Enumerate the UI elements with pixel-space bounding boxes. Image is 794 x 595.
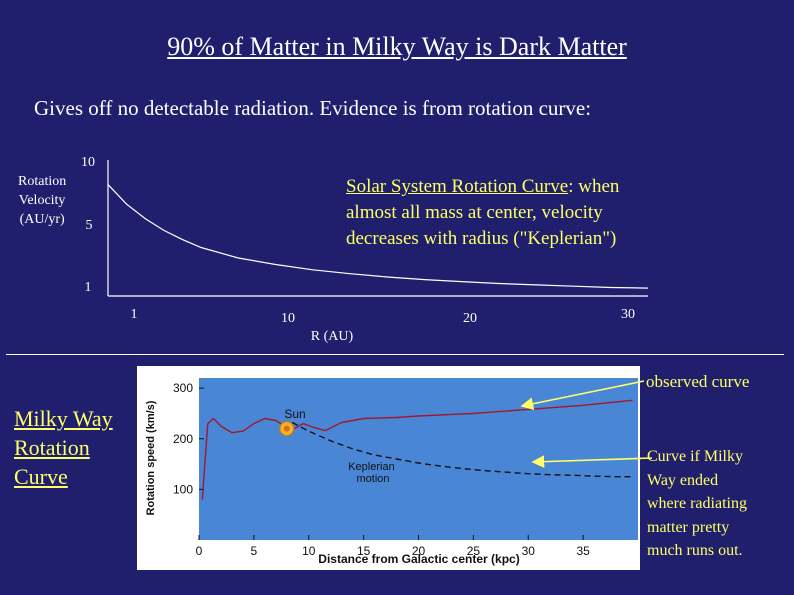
kepler-y-axis-label: Rotation Velocity (AU/yr) bbox=[18, 172, 66, 229]
kepler-y-axis-label-line: Rotation bbox=[18, 174, 67, 189]
kepler-x-tick-label: 20 bbox=[463, 311, 477, 326]
mw-sun-label: Sun bbox=[284, 407, 305, 421]
kepler-x-tick-label: 10 bbox=[281, 311, 295, 326]
kepler-annotation: Solar System Rotation Curve: when almost… bbox=[346, 174, 619, 252]
mw-y-tick-label: 300 bbox=[173, 381, 193, 395]
mw-plot-area bbox=[199, 378, 638, 540]
kepler-annotation-text: : when bbox=[568, 176, 620, 197]
mw-x-tick-label: 20 bbox=[412, 544, 426, 558]
slide-subtitle: Gives off no detectable radiation. Evide… bbox=[34, 96, 592, 120]
curve-if-annotation-line: where radiating bbox=[647, 495, 747, 512]
mw-y-axis-label: Rotation speed (km/s) bbox=[145, 400, 157, 515]
keplerian-curve-arrow bbox=[531, 455, 653, 469]
mw-observed-curve bbox=[201, 399, 633, 500]
curve-if-annotation-line: Curve if Milky bbox=[647, 448, 743, 465]
milky-way-label-line: Curve bbox=[14, 464, 68, 489]
keplerian-chart: 1 10 20 30 1 5 10 R (AU) bbox=[81, 155, 649, 344]
observed-curve-annotation: observed curve bbox=[646, 372, 750, 391]
milky-way-label-line: Rotation bbox=[14, 435, 90, 460]
kepler-x-tick-label: 30 bbox=[621, 307, 635, 322]
mw-keplerian-label: Keplerian motion bbox=[348, 461, 398, 485]
mw-keplerian-curve bbox=[291, 421, 633, 478]
milky-way-rotation-chart: 0 5 10 15 20 25 30 35 100 200 300 Sun Keplerian mo… bbox=[137, 366, 640, 570]
mw-x-axis-label: Distance from Galactic center (kpc) bbox=[318, 552, 519, 566]
kepler-y-tick-label: 5 bbox=[86, 218, 93, 233]
curve-if-annotation: Curve if Milky Way ended where radiating… bbox=[647, 445, 787, 563]
mw-x-tick-label: 10 bbox=[302, 544, 316, 558]
kepler-annotation-text: almost all mass at center, velocity bbox=[346, 202, 603, 223]
kepler-annotation-title: Solar System Rotation Curve bbox=[346, 176, 569, 197]
curve-if-annotation-line: much runs out. bbox=[647, 542, 743, 559]
kepler-x-tick-label: 1 bbox=[131, 307, 138, 322]
kepler-y-tick-label: 1 bbox=[85, 280, 92, 295]
mw-y-tick-label: 200 bbox=[173, 432, 193, 446]
slide-title: 90% of Matter in Milky Way is Dark Matte… bbox=[167, 32, 627, 61]
mw-x-tick-label: 5 bbox=[251, 544, 258, 558]
mw-y-tick-label: 100 bbox=[173, 482, 193, 496]
kepler-y-axis-label-line: (AU/yr) bbox=[19, 212, 65, 227]
kepler-y-axis-label-line: Velocity bbox=[18, 193, 66, 208]
kepler-curve bbox=[107, 184, 649, 289]
mw-x-tick-label: 15 bbox=[357, 544, 371, 558]
milky-way-label: Milky Way Rotation Curve bbox=[14, 404, 113, 491]
mw-x-tick-label: 35 bbox=[576, 544, 590, 558]
mw-x-tick-label: 30 bbox=[522, 544, 536, 558]
milky-way-label-line: Milky Way bbox=[14, 406, 113, 431]
curve-if-annotation-line: matter pretty bbox=[647, 518, 730, 536]
section-divider bbox=[6, 354, 784, 355]
curve-if-annotation-line: Way ended bbox=[647, 471, 719, 489]
mw-sun-marker-core bbox=[283, 425, 290, 432]
kepler-x-axis-label: R (AU) bbox=[311, 329, 354, 344]
kepler-annotation-text: decreases with radius ("Keplerian") bbox=[346, 228, 617, 249]
observed-curve-arrow bbox=[520, 380, 645, 411]
mw-x-tick-label: 0 bbox=[196, 544, 203, 558]
kepler-y-tick-label: 10 bbox=[81, 155, 95, 170]
mw-x-tick-label: 25 bbox=[467, 544, 481, 558]
